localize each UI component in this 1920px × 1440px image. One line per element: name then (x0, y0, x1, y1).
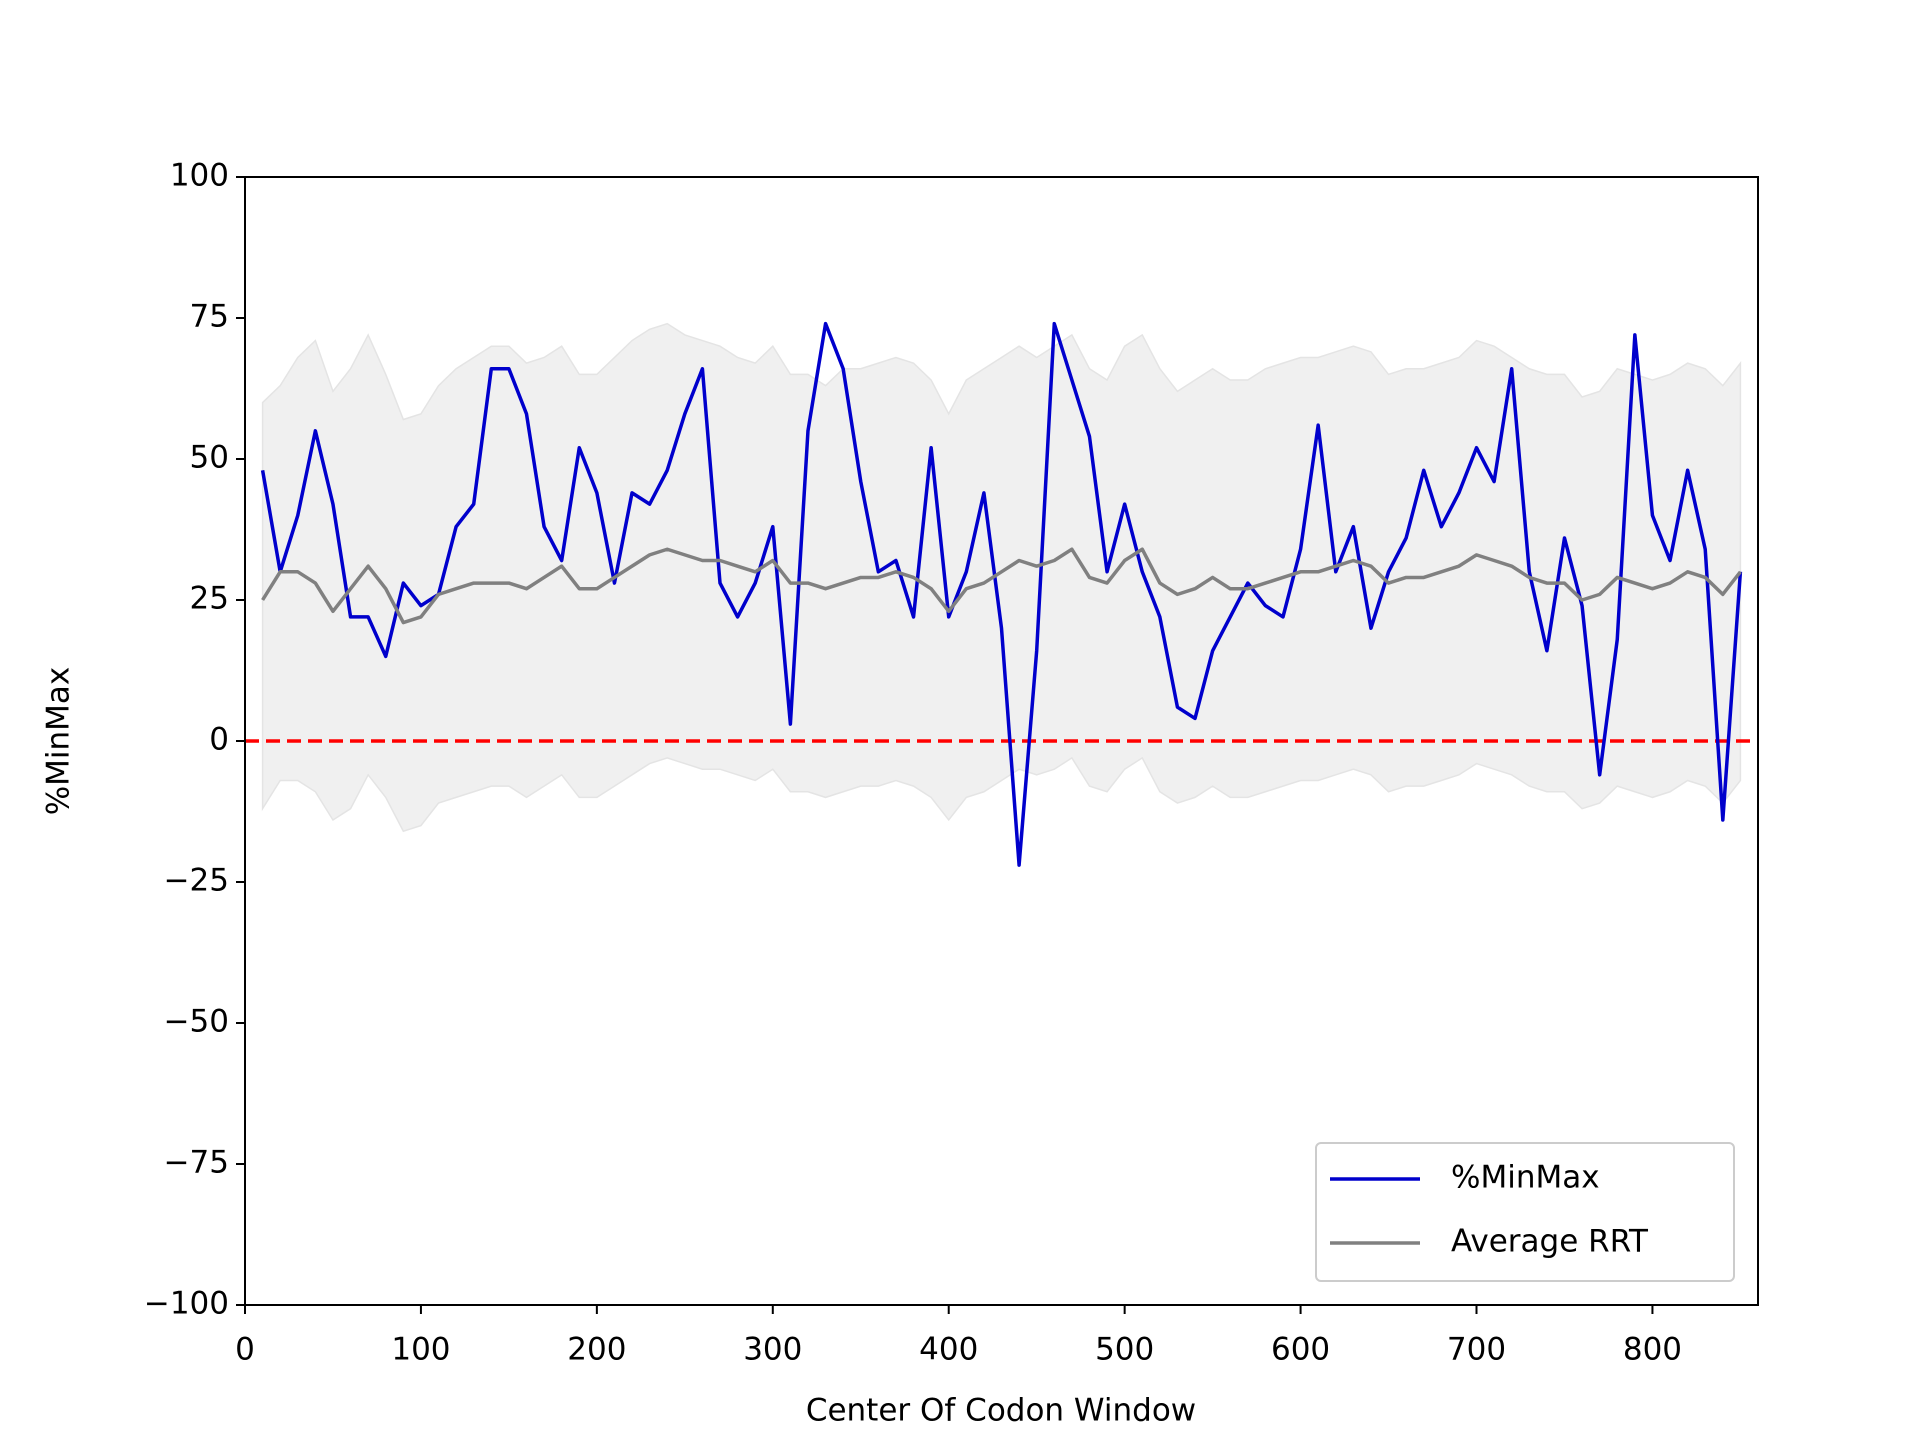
x-tick-label: 100 (391, 1332, 450, 1368)
y-tick-label: −50 (164, 1004, 229, 1040)
legend: %MinMax Average RRT (1315, 1142, 1735, 1282)
range-band (261, 322, 1742, 833)
x-tick-label: 500 (1095, 1332, 1154, 1368)
x-tick-label: 600 (1271, 1332, 1330, 1368)
x-tick-label: 300 (743, 1332, 802, 1368)
x-tick-label: 200 (567, 1332, 626, 1368)
y-tick-label: −25 (164, 863, 229, 899)
x-axis-label: Center Of Codon Window (806, 1393, 1196, 1429)
x-tick-label: 0 (235, 1332, 255, 1368)
x-tick-label: 700 (1447, 1332, 1506, 1368)
x-tick-label: 800 (1623, 1332, 1682, 1368)
y-tick-label: 50 (190, 440, 229, 476)
y-tick-label: −75 (164, 1145, 229, 1181)
series-line (261, 547, 1742, 625)
y-tick-label: 75 (190, 299, 229, 335)
y-tick-label: 25 (190, 581, 229, 617)
y-tick-label: 100 (170, 158, 229, 194)
y-tick-label: −100 (144, 1286, 229, 1322)
series-line (260, 321, 1743, 867)
legend-box (1315, 1142, 1735, 1282)
y-axis-label: %MinMax (41, 667, 77, 816)
legend-label: Average RRT (1451, 1224, 1649, 1260)
legend-label: %MinMax (1451, 1160, 1600, 1196)
x-tick-label: 400 (919, 1332, 978, 1368)
y-tick-label: 0 (209, 722, 229, 758)
